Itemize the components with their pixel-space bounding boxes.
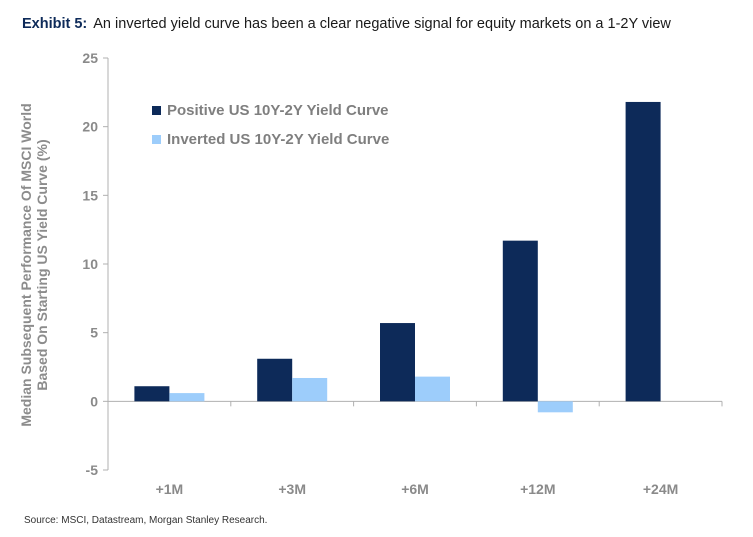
x-tick-label: +24M	[643, 481, 678, 497]
y-tick-label: 10	[82, 256, 98, 272]
x-tick-label: +12M	[520, 481, 555, 497]
y-tick-label: 5	[90, 325, 98, 341]
x-tick-label: +6M	[401, 481, 429, 497]
legend-label-positive: Positive US 10Y-2Y Yield Curve	[167, 102, 389, 119]
y-tick-label: 0	[90, 393, 98, 409]
legend-swatch-inverted	[152, 135, 161, 144]
bar-positive	[625, 101, 661, 402]
bar-positive	[380, 323, 415, 402]
bar-inverted	[537, 401, 573, 413]
bar-positive	[134, 386, 170, 402]
chart-title: Exhibit 5: An inverted yield curve has be…	[22, 16, 671, 32]
x-tick-label: +3M	[278, 481, 306, 497]
y-tick-label: 25	[82, 50, 98, 66]
source-note: Source: MSCI, Datastream, Morgan Stanley…	[24, 515, 268, 526]
bar-inverted	[292, 377, 328, 402]
y-tick-label: 20	[82, 119, 98, 135]
bar-positive	[502, 240, 538, 402]
legend-label-inverted: Inverted US 10Y-2Y Yield Curve	[167, 131, 389, 148]
y-tick-label: -5	[86, 462, 99, 478]
bar-positive	[257, 358, 293, 402]
title-text: An inverted yield curve has been a clear…	[93, 16, 671, 32]
bar-inverted	[169, 393, 205, 402]
bar-inverted	[415, 376, 450, 402]
y-tick-label: 15	[82, 187, 98, 203]
legend-swatch-positive	[152, 106, 161, 115]
x-tick-label: +1M	[156, 481, 184, 497]
exhibit-label: Exhibit 5:	[22, 16, 88, 32]
